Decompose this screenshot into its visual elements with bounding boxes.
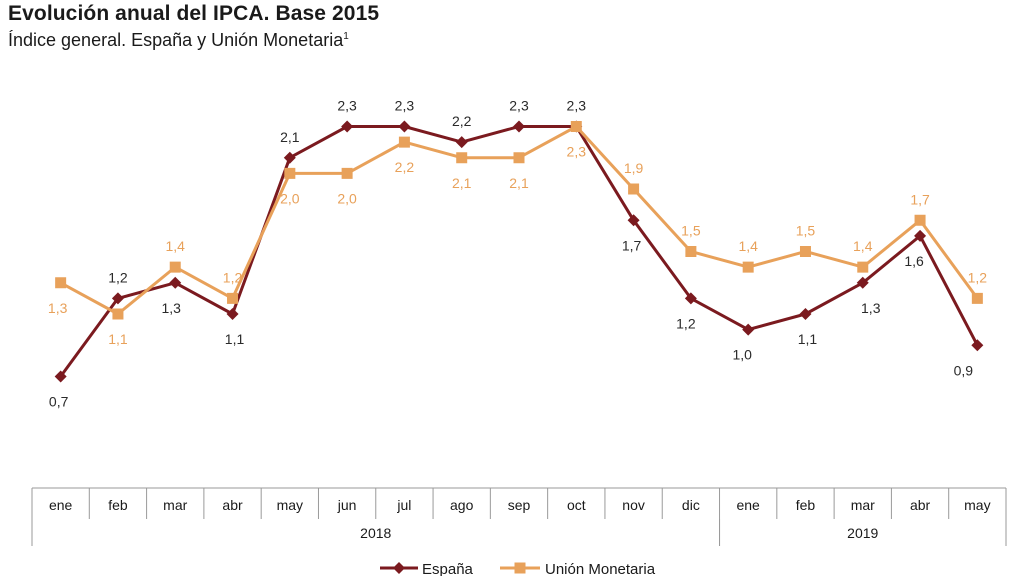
espana-data-label: 2,3	[567, 98, 587, 114]
union-monetaria-data-label: 1,2	[223, 269, 243, 285]
espana-point	[856, 276, 869, 289]
x-tick-label: ago	[450, 497, 474, 513]
union-monetaria-point	[112, 308, 124, 320]
x-tick-label: oct	[567, 497, 586, 513]
union-monetaria-data-label: 1,5	[796, 223, 816, 239]
x-tick-label: nov	[622, 497, 645, 513]
espana-point	[54, 370, 67, 383]
chart-subtitle: Índice general. España y Unión Monetaria…	[8, 30, 349, 51]
legend-union-monetaria-marker	[514, 562, 526, 574]
legend-union-monetaria-label: Unión Monetaria	[545, 561, 656, 576]
espana-point	[341, 120, 354, 133]
x-tick-label: may	[964, 497, 990, 513]
union-monetaria-point	[513, 152, 525, 164]
espana-point	[627, 214, 640, 227]
espana-point	[914, 229, 927, 242]
union-monetaria-data-label: 1,4	[853, 238, 873, 254]
espana-data-label: 1,2	[676, 315, 696, 331]
union-monetaria-point	[284, 167, 296, 179]
espana-data-label: 1,3	[861, 300, 881, 316]
espana-data-label: 1,7	[622, 237, 642, 253]
year-label: 2018	[360, 525, 391, 541]
x-tick-label: sep	[508, 497, 531, 513]
espana-data-label: 1,6	[904, 253, 924, 269]
x-tick-label: dic	[682, 497, 700, 513]
union-monetaria-point	[914, 214, 926, 226]
footnote-mark: 1	[343, 31, 349, 42]
union-monetaria-data-label: 2,3	[567, 144, 587, 160]
espana-point	[283, 151, 296, 164]
union-monetaria-point	[742, 261, 754, 273]
x-tick-label: abr	[222, 497, 243, 513]
espana-data-label: 2,3	[337, 98, 357, 114]
union-monetaria-data-label: 1,7	[910, 191, 930, 207]
legend-espana-marker	[393, 562, 405, 574]
union-monetaria-point	[570, 121, 582, 132]
chart-subtitle-text: Índice general. España y Unión Monetaria	[8, 30, 344, 50]
series-line-espana	[59, 125, 979, 378]
union-monetaria-data-label: 2,1	[509, 175, 529, 191]
espana-point	[971, 339, 984, 352]
legend-espana-label: España	[422, 561, 474, 576]
espana-data-label: 0,7	[49, 394, 69, 410]
x-tick-label: abr	[910, 497, 931, 513]
union-monetaria-data-label: 2,1	[452, 175, 472, 191]
x-tick-label: feb	[108, 497, 128, 513]
union-monetaria-point	[971, 292, 983, 304]
x-tick-label: jul	[396, 497, 411, 513]
union-monetaria-data-label: 1,4	[166, 238, 186, 254]
espana-point	[398, 120, 411, 133]
espana-point	[169, 276, 182, 289]
union-monetaria-data-label: 1,5	[681, 223, 701, 239]
espana-data-label: 1,2	[108, 269, 128, 285]
x-tick-label: ene	[736, 497, 760, 513]
espana-data-label: 2,3	[395, 98, 415, 114]
union-monetaria-data-label: 2,0	[337, 190, 357, 206]
union-monetaria-data-label: 1,9	[624, 160, 644, 176]
union-monetaria-point	[685, 246, 697, 257]
union-monetaria-point	[227, 292, 239, 304]
espana-data-label: 0,9	[954, 362, 974, 378]
union-monetaria-data-label: 1,3	[48, 300, 68, 316]
espana-data-label: 1,1	[225, 331, 245, 347]
union-monetaria-data-label: 1,4	[738, 238, 758, 254]
espana-point	[742, 323, 755, 336]
union-monetaria-point	[799, 246, 811, 257]
x-tick-label: may	[277, 497, 303, 513]
espana-point	[684, 292, 697, 305]
chart-title: Evolución anual del IPCA. Base 2015	[8, 2, 380, 25]
espana-point	[513, 120, 525, 133]
union-monetaria-point	[169, 261, 181, 273]
espana-point	[226, 308, 239, 320]
union-monetaria-point	[628, 183, 640, 195]
union-monetaria-point	[398, 136, 410, 148]
union-monetaria-data-label: 2,0	[280, 190, 300, 206]
union-monetaria-data-label: 2,2	[395, 159, 415, 175]
union-monetaria-point	[857, 261, 869, 273]
espana-point	[799, 308, 812, 320]
x-tick-label: mar	[163, 497, 187, 513]
espana-data-label: 1,3	[162, 300, 182, 316]
x-tick-label: mar	[851, 497, 875, 513]
espana-data-label: 2,2	[452, 113, 472, 129]
espana-data-label: 1,1	[798, 331, 818, 347]
union-monetaria-data-label: 1,1	[108, 331, 128, 347]
espana-data-label: 2,1	[280, 129, 300, 145]
x-tick-label: feb	[796, 497, 816, 513]
espana-point	[455, 136, 468, 149]
espana-data-label: 2,3	[509, 98, 529, 114]
year-label: 2019	[847, 525, 878, 541]
x-tick-label: jun	[337, 497, 357, 513]
union-monetaria-point	[456, 152, 468, 164]
espana-data-label: 1,0	[732, 347, 752, 363]
espana-point	[111, 292, 124, 305]
x-tick-label: ene	[49, 497, 73, 513]
union-monetaria-point	[55, 277, 67, 289]
union-monetaria-point	[341, 167, 353, 179]
union-monetaria-data-label: 1,2	[968, 269, 988, 285]
